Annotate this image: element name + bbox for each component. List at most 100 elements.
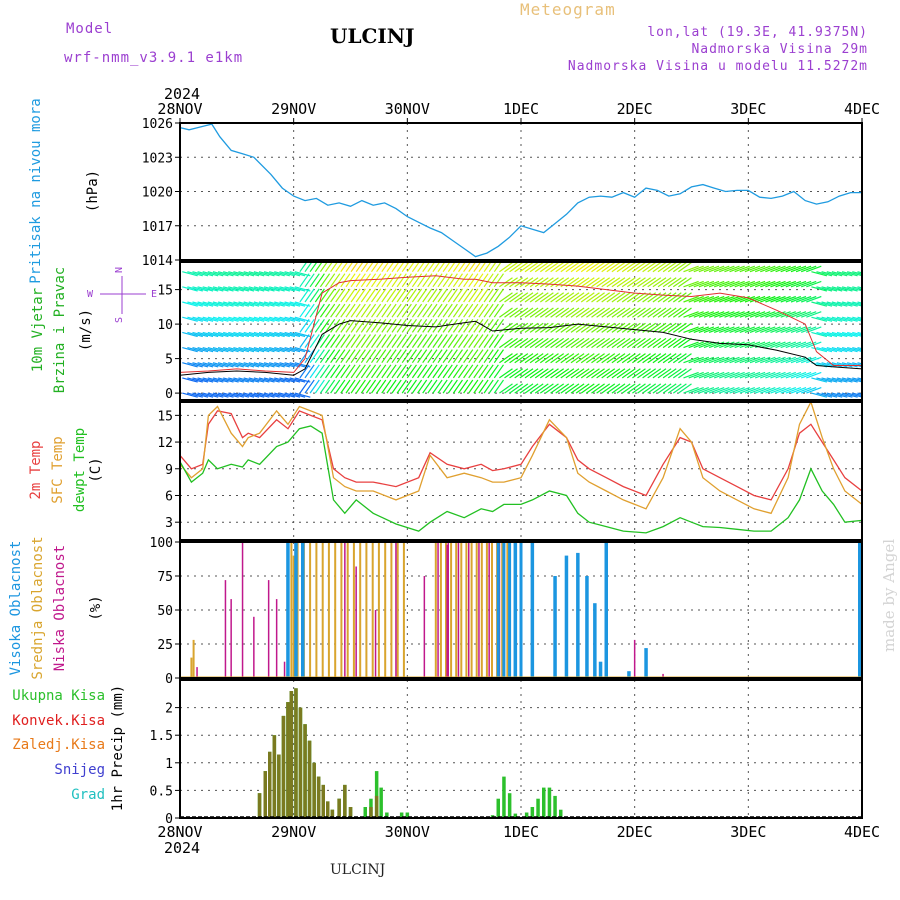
wind-barb bbox=[688, 295, 704, 303]
wind-barb bbox=[228, 347, 244, 353]
wind-barb bbox=[806, 311, 822, 318]
wind-barb bbox=[857, 331, 862, 335]
meteogram-title: Meteogram bbox=[520, 0, 616, 19]
wind-barb bbox=[703, 295, 720, 303]
wind-barb bbox=[309, 364, 320, 379]
wind-barb bbox=[719, 387, 735, 394]
wind-barb bbox=[391, 349, 402, 364]
wind-barb bbox=[437, 288, 448, 303]
wind-barb bbox=[836, 316, 853, 322]
wind-barb bbox=[371, 288, 382, 303]
wind-barb bbox=[550, 277, 565, 288]
y-tick-label: 10 bbox=[157, 318, 173, 333]
wind-barb bbox=[427, 364, 438, 379]
wind-barb bbox=[488, 273, 499, 288]
wind-barb bbox=[545, 277, 559, 288]
wind-barb bbox=[596, 262, 611, 273]
wind-barb bbox=[514, 307, 529, 318]
wind-barb bbox=[749, 326, 766, 333]
wind-barb bbox=[601, 337, 616, 349]
wind-barb bbox=[355, 379, 366, 394]
wind-barb bbox=[580, 368, 595, 379]
y-tick-label: 50 bbox=[157, 604, 173, 619]
wind-barb bbox=[719, 265, 735, 273]
wind-barb bbox=[760, 280, 776, 288]
wind-barb bbox=[217, 377, 234, 383]
wind-barb bbox=[667, 262, 682, 273]
wind-barb bbox=[847, 377, 862, 383]
wind-barb bbox=[754, 326, 771, 333]
wind-barb bbox=[263, 377, 280, 383]
wind-barb bbox=[509, 322, 524, 333]
wind-barb bbox=[223, 347, 239, 353]
wind-barb bbox=[330, 349, 341, 364]
y-tick-label: 12 bbox=[157, 436, 173, 451]
wind-barb bbox=[345, 262, 354, 273]
wind-barb bbox=[591, 368, 605, 379]
wind-barb bbox=[304, 364, 315, 379]
wind-barb bbox=[381, 364, 392, 379]
wind-barb bbox=[847, 362, 862, 368]
wind-barb bbox=[289, 347, 306, 353]
wind-barb bbox=[483, 334, 494, 348]
wind-barb bbox=[667, 368, 682, 379]
wind-barb bbox=[406, 273, 417, 288]
wind-barb bbox=[279, 271, 296, 277]
wind-barb bbox=[299, 318, 310, 333]
wind-barb bbox=[233, 347, 250, 353]
mid-cloud-bar bbox=[434, 542, 437, 678]
wind-barb bbox=[258, 392, 275, 398]
wind-barb bbox=[550, 353, 565, 364]
wind-barb bbox=[785, 387, 802, 394]
wind-barb bbox=[463, 303, 474, 318]
wind-barb bbox=[493, 288, 504, 303]
wind-barb bbox=[335, 379, 346, 394]
wind-barb bbox=[765, 371, 781, 379]
wind-barb bbox=[192, 362, 209, 368]
wind-barb bbox=[836, 377, 853, 383]
wind-barb bbox=[683, 326, 699, 333]
wind-barb bbox=[698, 371, 715, 379]
wind-barb bbox=[754, 387, 771, 394]
wind-barb bbox=[611, 368, 626, 379]
wind-barb bbox=[519, 262, 534, 273]
wind-barb bbox=[667, 337, 682, 349]
y-tick-label: 1017 bbox=[142, 220, 173, 235]
wind-barb bbox=[744, 371, 761, 379]
wind-barb bbox=[386, 288, 397, 303]
wind-barb bbox=[411, 273, 423, 288]
wind-barb bbox=[422, 364, 433, 379]
wind-barb bbox=[437, 262, 446, 273]
wind-barb bbox=[775, 387, 791, 394]
wind-barb bbox=[821, 316, 838, 322]
wind-barb bbox=[545, 262, 559, 273]
wind-barb bbox=[760, 356, 776, 364]
temp-line-t2m bbox=[179, 410, 863, 501]
wind-barb bbox=[365, 334, 377, 348]
high-cloud-bar bbox=[553, 576, 557, 678]
wind-barb bbox=[258, 271, 275, 277]
wind-barb bbox=[729, 371, 745, 379]
convective-precip-bar bbox=[257, 793, 262, 818]
wind-barb bbox=[499, 262, 513, 273]
wind-barb bbox=[719, 280, 735, 288]
wind-barb bbox=[284, 316, 301, 322]
convective-precip-bar bbox=[374, 795, 379, 818]
wind-barb bbox=[545, 322, 559, 333]
wind-barb bbox=[586, 262, 600, 273]
y-tick-label: 100 bbox=[150, 536, 173, 551]
wind-barb bbox=[319, 262, 328, 273]
wind-y-label: (m/s) bbox=[78, 309, 94, 351]
wind-barb bbox=[452, 364, 463, 379]
wind-barb bbox=[678, 277, 692, 288]
wind-barb bbox=[657, 307, 672, 318]
wind-barb bbox=[304, 349, 315, 364]
wind-barb bbox=[309, 349, 320, 364]
wind-barb bbox=[289, 286, 306, 292]
high-cloud-bar bbox=[530, 542, 535, 678]
wind-barb bbox=[325, 349, 336, 364]
wind-barb bbox=[340, 364, 351, 379]
wind-barb bbox=[514, 353, 529, 364]
wind-barb bbox=[493, 273, 504, 288]
wind-barb bbox=[662, 262, 677, 273]
